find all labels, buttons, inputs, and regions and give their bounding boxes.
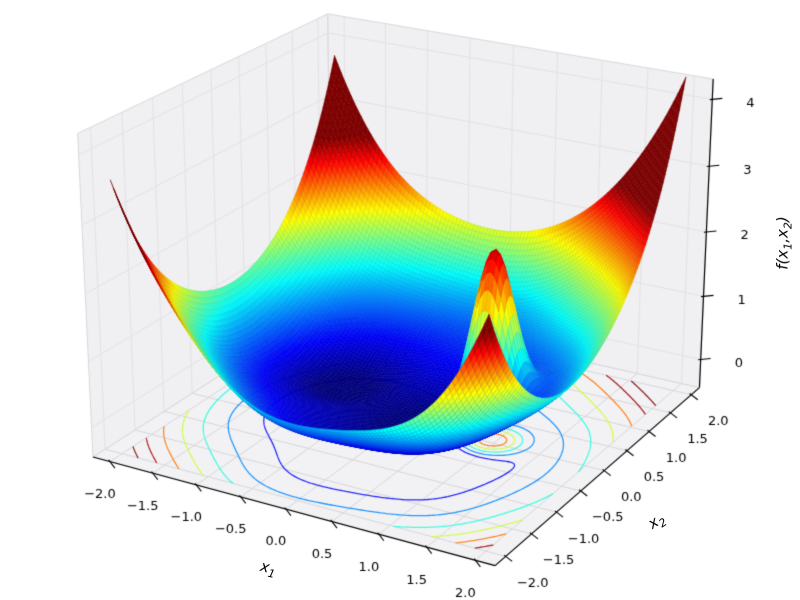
z-axis-label-sub2: 2 — [781, 222, 795, 230]
z-axis-label-sep: ,x — [773, 229, 792, 243]
z-axis-label-pre: f(x — [773, 249, 792, 270]
z-axis-label: f(x1,x2) — [774, 216, 795, 270]
z-axis-label-sub1: 1 — [781, 242, 795, 250]
z-axis-label-post: ) — [773, 216, 792, 223]
